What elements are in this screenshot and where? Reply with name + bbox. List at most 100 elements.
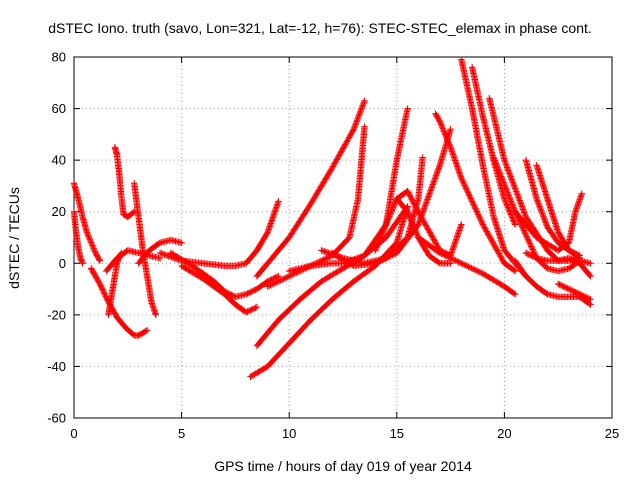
y-axis-label: dSTEC / TECUs [6, 187, 22, 289]
data-point-marker [499, 257, 507, 264]
data-point-marker [358, 105, 365, 112]
data-point-marker [586, 271, 593, 279]
data-point-marker [504, 189, 511, 196]
data-point-marker [483, 228, 490, 235]
data-point-marker [536, 204, 544, 211]
data-point-marker [485, 231, 492, 238]
data-point-marker [336, 150, 344, 158]
data-point-marker [382, 255, 389, 262]
data-point-marker [415, 209, 423, 217]
data-point-marker [526, 251, 534, 259]
data-point-marker [265, 282, 273, 290]
data-point-marker [474, 211, 482, 218]
data-point-marker [411, 201, 418, 209]
data-point-marker [375, 239, 382, 247]
data-point-marker [88, 240, 96, 248]
data-point-marker [504, 164, 511, 171]
data-point-marker [543, 221, 550, 228]
data-point-marker [539, 212, 547, 219]
data-point-marker [263, 230, 271, 237]
data-point-marker [331, 160, 338, 167]
data-point-marker [522, 249, 530, 257]
data-point-marker [275, 198, 282, 205]
data-point-marker [340, 143, 347, 151]
data-point-marker [274, 278, 281, 285]
data-point-marker [99, 286, 106, 293]
data-point-marker [480, 222, 487, 230]
data-point-marker [273, 279, 280, 286]
series-21 [432, 110, 519, 275]
data-point-marker [273, 273, 281, 281]
data-point-marker [471, 204, 479, 211]
data-point-marker [470, 201, 477, 208]
data-point-marker [90, 245, 97, 252]
data-point-marker [361, 97, 368, 105]
data-point-marker [407, 194, 415, 202]
data-point-marker [383, 220, 390, 228]
data-point-marker [491, 155, 498, 163]
data-point-marker [517, 198, 524, 206]
data-point-marker [540, 215, 548, 222]
y-tick-label: -20 [47, 307, 66, 322]
data-point-marker [506, 171, 514, 179]
series-3 [88, 265, 151, 339]
data-point-marker [339, 145, 347, 152]
series-11 [167, 249, 282, 301]
data-point-marker [389, 205, 396, 213]
data-point-marker [576, 291, 583, 298]
data-point-marker [357, 108, 364, 115]
data-point-marker [445, 138, 452, 145]
data-point-marker [466, 264, 474, 271]
series-13 [247, 203, 411, 380]
data-point-marker [528, 252, 535, 259]
data-point-marker [509, 179, 517, 186]
data-point-marker [445, 253, 452, 261]
data-point-marker [575, 254, 582, 261]
data-point-marker [385, 214, 393, 222]
data-point-marker [500, 179, 507, 186]
data-point-marker [386, 253, 393, 260]
data-point-marker [490, 154, 497, 161]
data-point-marker [521, 210, 528, 218]
data-point-marker [352, 121, 359, 128]
data-point-marker [443, 253, 451, 260]
data-point-marker [511, 291, 519, 298]
data-point-marker [497, 253, 504, 260]
data-point-marker [443, 134, 450, 141]
data-point-marker [361, 123, 368, 130]
data-point-marker [585, 295, 593, 302]
data-point-marker [387, 210, 394, 217]
data-point-marker [473, 208, 481, 215]
data-point-marker [506, 195, 514, 202]
data-point-marker [476, 215, 484, 223]
data-point-marker [503, 162, 510, 170]
data-point-marker [584, 294, 591, 302]
data-point-marker [542, 219, 549, 226]
data-point-marker [501, 158, 509, 165]
data-point-marker [505, 207, 513, 214]
data-point-marker [342, 141, 349, 148]
data-point-marker [384, 216, 392, 223]
data-point-marker [522, 231, 530, 239]
data-point-marker [278, 276, 286, 283]
data-point-marker [97, 283, 105, 290]
data-point-marker [391, 201, 398, 208]
series-31 [511, 190, 586, 254]
data-point-marker [497, 171, 504, 179]
data-point-marker [587, 260, 594, 267]
data-point-marker [428, 231, 435, 239]
data-point-marker [543, 222, 551, 229]
data-point-marker [522, 212, 529, 219]
data-point-marker [418, 215, 426, 222]
data-point-marker [275, 277, 283, 285]
data-point-marker [534, 198, 542, 206]
y-tick-label: -40 [47, 359, 66, 374]
data-point-marker [377, 257, 385, 264]
data-point-marker [455, 258, 462, 266]
data-point-marker [467, 195, 474, 202]
data-point-marker [413, 205, 421, 213]
data-point-marker [91, 248, 99, 255]
data-point-marker [359, 102, 367, 109]
data-point-marker [318, 257, 326, 264]
data-point-marker [492, 158, 499, 166]
